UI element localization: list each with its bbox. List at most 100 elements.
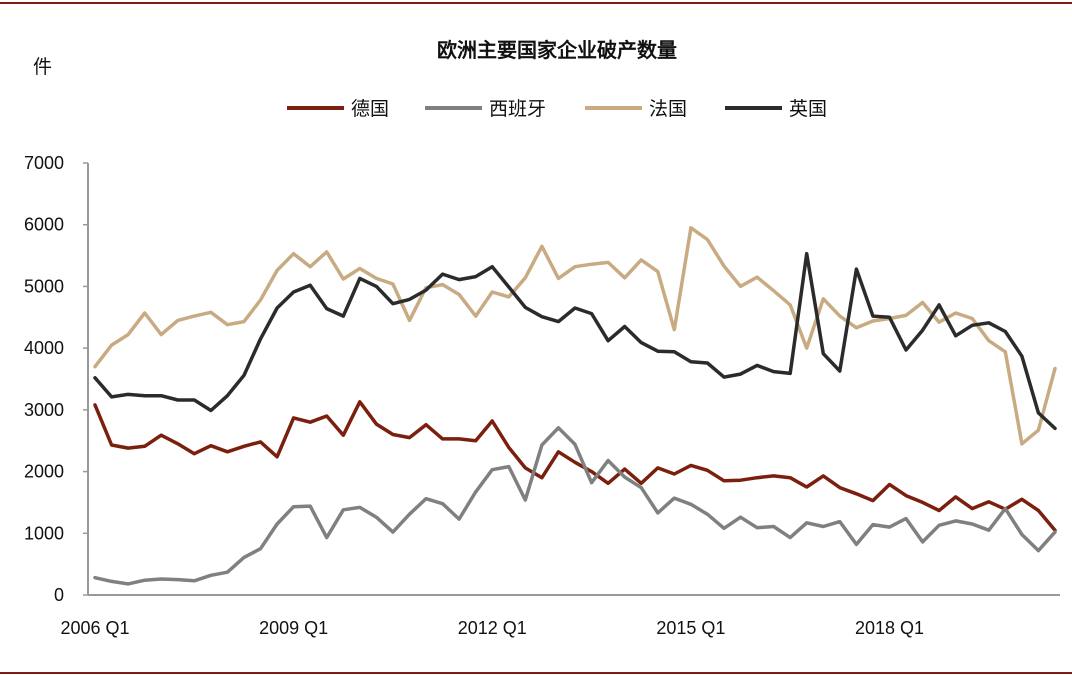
data-point <box>457 278 461 281</box>
data-point <box>855 326 858 329</box>
data-point <box>408 298 411 301</box>
data-point <box>391 433 395 436</box>
data-point <box>209 574 213 577</box>
data-point <box>871 319 875 323</box>
data-point <box>1037 549 1040 552</box>
data-point <box>275 455 279 458</box>
y-tick-label: 3000 <box>24 400 64 420</box>
legend: 德国 西班牙 法国 英国 <box>287 98 827 120</box>
data-point <box>242 374 246 377</box>
data-point <box>888 316 891 319</box>
data-point <box>789 303 792 307</box>
data-point <box>755 476 759 479</box>
data-point <box>110 395 113 399</box>
data-point <box>640 482 643 485</box>
chart-title: 欧洲主要国家企业破产数量 <box>437 38 677 62</box>
data-point <box>176 398 179 402</box>
data-point <box>507 446 510 449</box>
data-point <box>160 394 163 397</box>
data-point <box>722 375 726 379</box>
data-point <box>921 540 924 544</box>
data-point <box>193 452 196 455</box>
data-point <box>706 469 709 472</box>
data-point <box>1004 350 1007 353</box>
data-point <box>259 298 262 302</box>
data-point <box>971 317 974 320</box>
data-point <box>987 529 990 532</box>
data-point <box>358 267 361 270</box>
data-point <box>954 311 957 315</box>
data-point <box>491 265 494 268</box>
data-point <box>640 258 643 262</box>
data-point <box>838 486 841 489</box>
y-unit-label: 件 <box>33 56 52 78</box>
data-point <box>275 269 279 272</box>
y-tick-label: 2000 <box>24 462 64 482</box>
data-point <box>391 282 395 286</box>
data-point <box>805 521 808 524</box>
data-point <box>93 365 97 368</box>
data-point <box>573 461 577 464</box>
data-point <box>673 350 676 353</box>
x-tick-label: 2018 Q1 <box>855 618 924 638</box>
data-point <box>424 288 428 292</box>
data-point <box>474 439 477 442</box>
x-tick-label: 2015 Q1 <box>656 618 725 638</box>
data-point <box>954 495 957 499</box>
data-point <box>557 277 560 280</box>
data-point <box>822 352 825 355</box>
data-point <box>937 509 941 512</box>
data-point <box>755 364 759 367</box>
data-point <box>391 302 395 305</box>
data-point <box>93 403 97 407</box>
legend-item-2: 法国 <box>585 98 687 120</box>
y-tick-label: 7000 <box>24 153 64 173</box>
data-point <box>838 520 841 523</box>
data-point <box>987 500 990 503</box>
data-point <box>772 525 775 528</box>
data-point <box>755 526 759 529</box>
data-point <box>309 504 312 508</box>
data-point <box>275 306 279 310</box>
data-point <box>772 370 775 373</box>
data-point <box>93 576 97 579</box>
data-point <box>987 339 990 342</box>
series-2 <box>93 226 1057 446</box>
data-point <box>358 400 361 403</box>
y-tick-label: 4000 <box>24 338 64 358</box>
data-point <box>110 580 113 583</box>
data-point <box>904 517 908 520</box>
legend-label: 德国 <box>351 98 389 120</box>
data-point <box>1037 509 1040 512</box>
data-point <box>457 293 461 296</box>
legend-label: 法国 <box>649 98 687 120</box>
data-point <box>606 261 610 264</box>
data-point <box>325 414 328 418</box>
data-point <box>1053 367 1057 370</box>
data-point <box>557 450 560 453</box>
data-point <box>722 479 726 482</box>
data-point <box>673 472 676 476</box>
data-point <box>689 360 693 363</box>
data-point <box>573 306 577 310</box>
data-point <box>606 459 610 462</box>
data-point <box>342 277 345 281</box>
data-point <box>971 324 974 327</box>
series-1 <box>93 426 1057 586</box>
data-point <box>309 265 312 268</box>
data-point <box>209 409 213 412</box>
data-point <box>739 285 742 288</box>
data-point <box>1020 498 1024 501</box>
data-point <box>904 348 908 352</box>
data-point <box>640 486 643 489</box>
data-point <box>971 507 974 510</box>
data-point <box>524 306 527 309</box>
data-point <box>358 277 361 280</box>
data-point <box>126 393 130 396</box>
data-point <box>623 475 626 479</box>
data-point <box>441 502 444 505</box>
data-point <box>491 468 494 471</box>
data-point <box>110 343 113 347</box>
data-point <box>143 394 146 397</box>
data-point <box>1053 530 1057 534</box>
